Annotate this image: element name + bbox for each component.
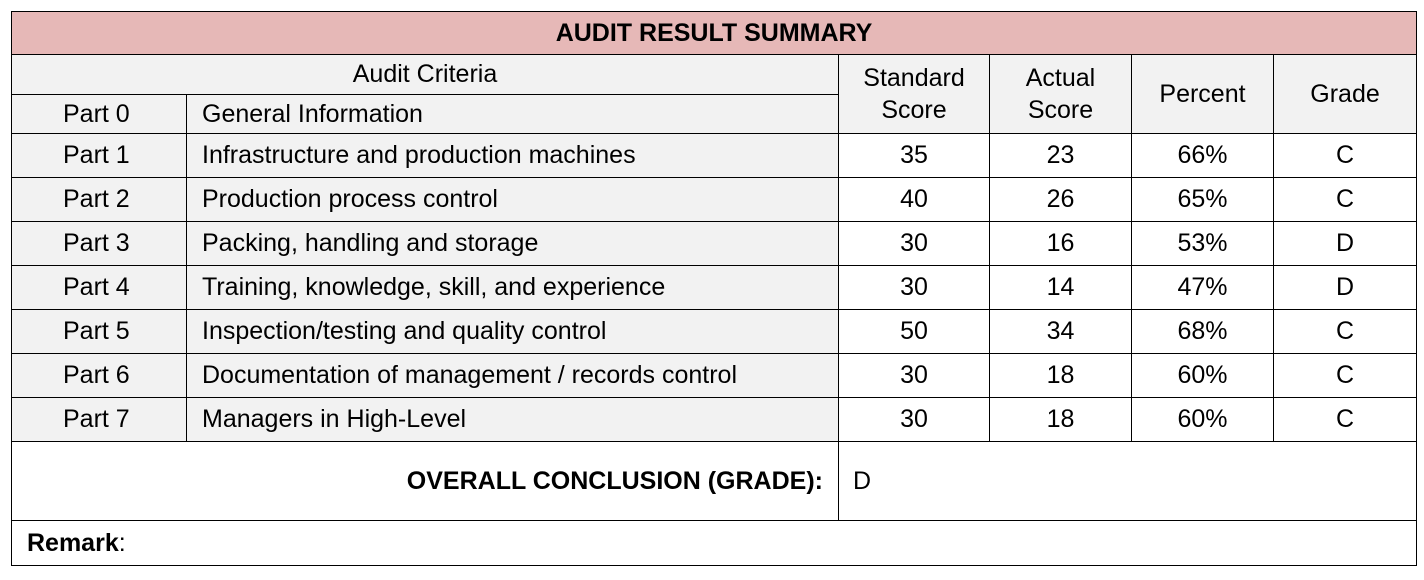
row-grade: C	[1272, 353, 1418, 398]
row-percent: 53%	[1131, 221, 1274, 266]
row-grade: C	[1272, 177, 1418, 222]
row-part: Part 4	[11, 265, 187, 310]
row-standard-score: 30	[838, 265, 990, 310]
table-row: Part 4 Training, knowledge, skill, and e…	[11, 265, 1418, 310]
row-standard-score: 30	[838, 353, 990, 398]
row-standard-score: 40	[838, 177, 990, 222]
row-grade: C	[1272, 309, 1418, 354]
audit-summary-frame: AUDIT RESULT SUMMARY Audit Criteria Stan…	[10, 11, 1418, 566]
audit-result-table: AUDIT RESULT SUMMARY Audit Criteria Stan…	[10, 11, 1418, 566]
overall-conclusion-value: D	[837, 441, 1418, 521]
row-grade: C	[1272, 133, 1418, 178]
header-standard-score-line1: Standard	[863, 64, 965, 92]
row-part: Part 1	[11, 133, 187, 178]
table-row: Part 6 Documentation of management / rec…	[11, 353, 1418, 398]
overall-conclusion-label: OVERALL CONCLUSION (GRADE):	[11, 441, 839, 521]
header-grade: Grade	[1272, 54, 1418, 134]
row-description: Training, knowledge, skill, and experien…	[186, 265, 839, 310]
row-part: Part 7	[11, 397, 187, 442]
header-actual-score: Actual Score	[989, 54, 1132, 134]
row-part: Part 6	[11, 353, 187, 398]
row-percent: 60%	[1131, 353, 1274, 398]
table-row: Part 5 Inspection/testing and quality co…	[11, 309, 1418, 354]
row-actual-score: 26	[989, 177, 1132, 222]
row-standard-score: 35	[838, 133, 990, 178]
row-percent: 66%	[1131, 133, 1274, 178]
table-row: Part 1 Infrastructure and production mac…	[11, 133, 1418, 178]
row-description: Documentation of management / records co…	[186, 353, 839, 398]
row-description: Packing, handling and storage	[186, 221, 839, 266]
header-standard-score-line2: Score	[881, 96, 947, 124]
table-row: Part 2 Production process control 40 26 …	[11, 177, 1418, 222]
row-grade: D	[1272, 265, 1418, 310]
remark-separator: :	[118, 528, 126, 557]
part0-label: Part 0	[11, 94, 187, 134]
remark-field: Remark:	[10, 520, 1418, 566]
row-percent: 60%	[1131, 397, 1274, 442]
row-grade: C	[1272, 397, 1418, 442]
row-actual-score: 16	[989, 221, 1132, 266]
table-row: Part 3 Packing, handling and storage 30 …	[11, 221, 1418, 266]
table-title: AUDIT RESULT SUMMARY	[10, 11, 1418, 55]
row-grade: D	[1272, 221, 1418, 266]
row-actual-score: 18	[989, 397, 1132, 442]
row-actual-score: 34	[989, 309, 1132, 354]
table-row: Part 7 Managers in High-Level 30 18 60% …	[11, 397, 1418, 442]
remark-label: Remark	[27, 528, 119, 557]
row-actual-score: 14	[989, 265, 1132, 310]
row-standard-score: 30	[838, 221, 990, 266]
header-actual-score-line2: Score	[1027, 96, 1094, 124]
row-percent: 68%	[1131, 309, 1274, 354]
part0-description: General Information	[186, 94, 839, 134]
row-actual-score: 18	[989, 353, 1132, 398]
row-description: Production process control	[186, 177, 839, 222]
header-percent: Percent	[1131, 54, 1274, 134]
row-percent: 65%	[1131, 177, 1274, 222]
header-audit-criteria: Audit Criteria	[11, 54, 839, 95]
row-standard-score: 50	[838, 309, 990, 354]
header-actual-score-line1: Actual	[1025, 64, 1096, 92]
header-standard-score: Standard Score	[838, 54, 990, 134]
row-actual-score: 23	[989, 133, 1132, 178]
row-standard-score: 30	[838, 397, 990, 442]
row-description: Managers in High-Level	[186, 397, 839, 442]
row-part: Part 3	[11, 221, 187, 266]
row-part: Part 5	[11, 309, 187, 354]
row-percent: 47%	[1131, 265, 1274, 310]
row-description: Infrastructure and production machines	[186, 133, 839, 178]
row-description: Inspection/testing and quality control	[186, 309, 839, 354]
row-part: Part 2	[11, 177, 187, 222]
